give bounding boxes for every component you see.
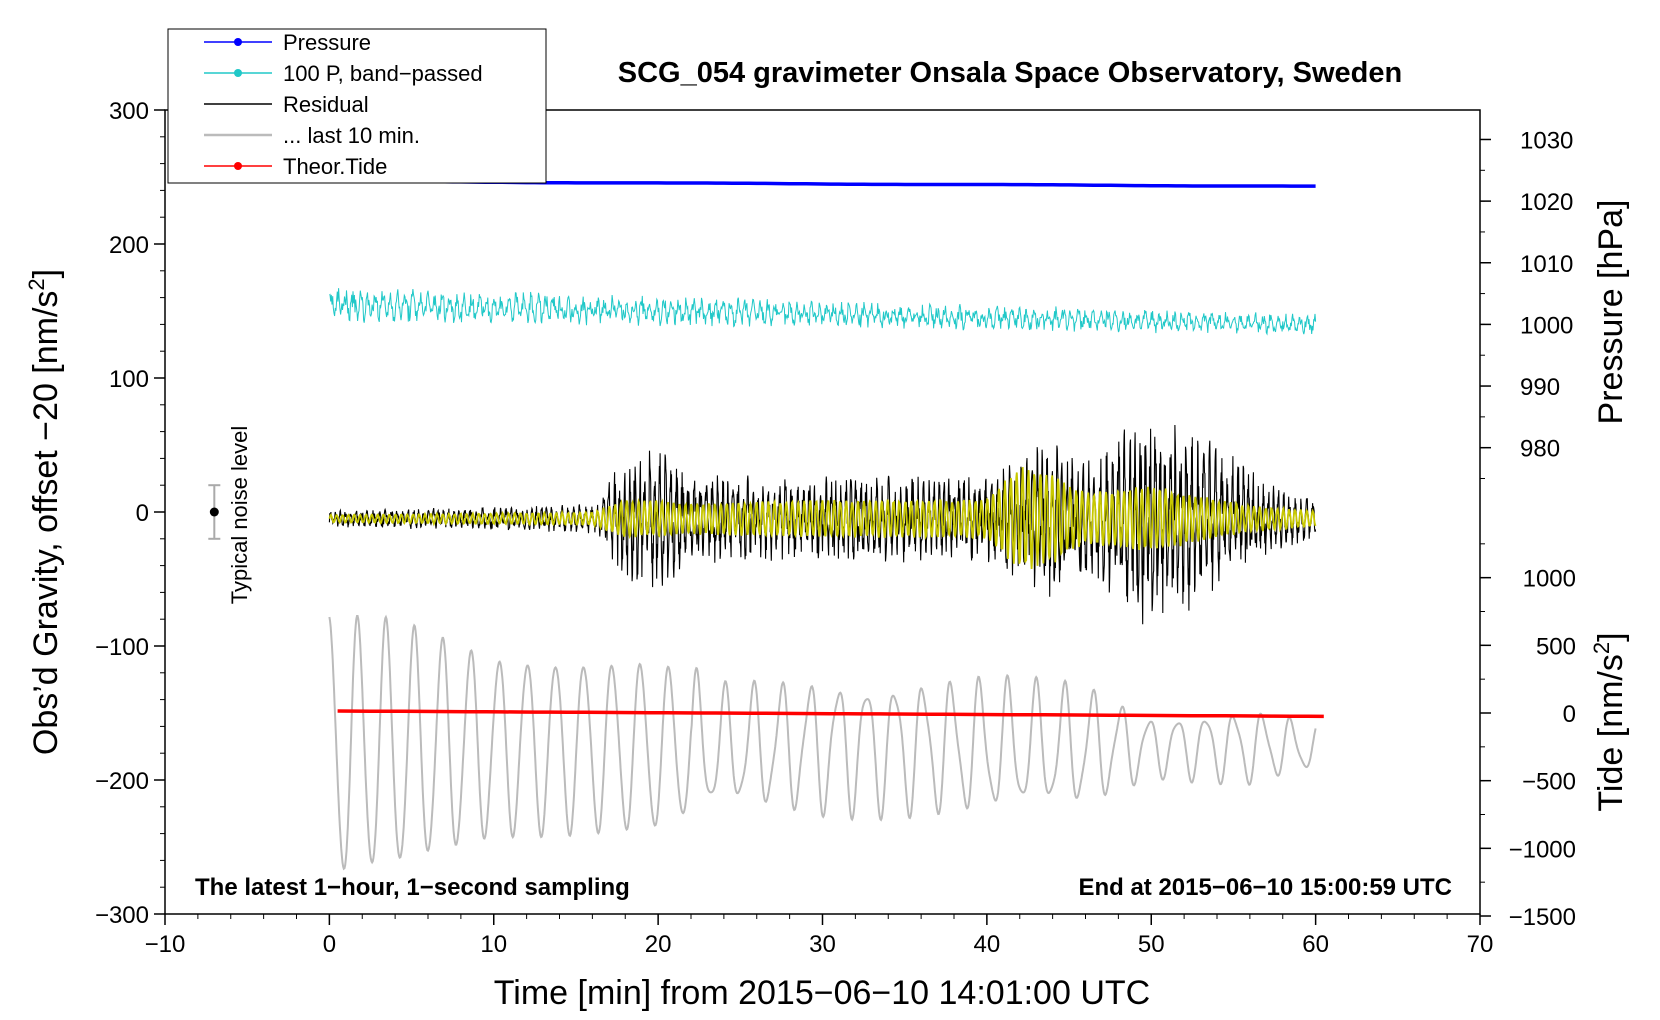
noise-center-dot [209,507,219,517]
legend-marker [234,69,242,77]
tide-tick-label: 500 [1536,633,1576,660]
ylabel-tide-superscript: 2 [1589,642,1614,654]
y-tick-label: 200 [109,232,149,259]
legend-marker [234,162,242,170]
x-tick-label: −10 [145,931,186,958]
y-tick-label: 100 [109,366,149,393]
legend-box [167,28,547,184]
chart-title: SCG_054 gravimeter Onsala Space Observat… [618,57,1402,89]
pressure-tick-label: 1000 [1520,312,1573,339]
legend-label: Theor.Tide [283,154,387,179]
ylabel-left-superscript: 2 [24,278,49,290]
y-tick-label: −300 [95,902,149,929]
legend-label: ... last 10 min. [283,123,420,148]
tide-tick-label: −1000 [1509,836,1576,863]
pressure-tick-label: 990 [1520,374,1560,401]
y-axis-label-pressure: Pressure [hPa] [1592,200,1630,425]
annotation-right: End at 2015−06−10 15:00:59 UTC [1078,874,1452,901]
y-tick-label: −100 [95,634,149,661]
series-last-10-min [328,614,1317,871]
legend-label: Pressure [283,30,371,55]
x-tick-label: 10 [480,931,507,958]
y-tick-label: −200 [95,768,149,795]
series-theoretical-tide [337,709,1324,719]
x-tick-label: 40 [974,931,1001,958]
tide-tick-label: −1500 [1509,904,1576,931]
x-tick-label: 30 [809,931,836,958]
x-tick-label: 50 [1138,931,1165,958]
x-tick-label: 70 [1467,931,1494,958]
annotation-left: The latest 1−hour, 1−second sampling [195,874,630,901]
tide-tick-label: −500 [1522,769,1576,796]
pressure-tick-label: 980 [1520,436,1560,463]
legend-label: Residual [283,92,369,117]
pressure-tick-label: 1030 [1520,127,1573,154]
x-axis-label: Time [min] from 2015−06−10 14:01:00 UTC [494,974,1150,1012]
y-tick-label: 300 [109,98,149,125]
pressure-tick-label: 1010 [1520,251,1573,278]
axes: −10 0 10 20 30 40 50 60 703002001000−100−200−300… [95,98,1576,958]
legend-marker [234,38,242,46]
y-axis-label-left: Obs’d Gravity, offset −20 [nm/s2] [24,269,65,755]
y-axis-label-tide: Tide [nm/s2] [1589,632,1630,811]
y-tick-label: 0 [136,500,149,527]
x-tick-label: 20 [645,931,672,958]
pressure-tick-label: 1020 [1520,189,1573,216]
tide-tick-label: 1000 [1523,566,1576,593]
series-filtered-residual [328,467,1317,570]
tide-tick-label: 0 [1563,701,1576,728]
legend-label: 100 P, band−passed [283,61,483,86]
noise-label: Typical noise level [227,426,252,605]
x-tick-label: 0 [323,931,336,958]
noise-indicator: Typical noise level [208,426,252,605]
x-tick-label: 60 [1302,931,1329,958]
series-residual [328,424,1317,625]
legend: Pressure 100 P, band−passed Residual ... la… [167,28,547,184]
series-band-passed-pressure [329,288,1317,336]
